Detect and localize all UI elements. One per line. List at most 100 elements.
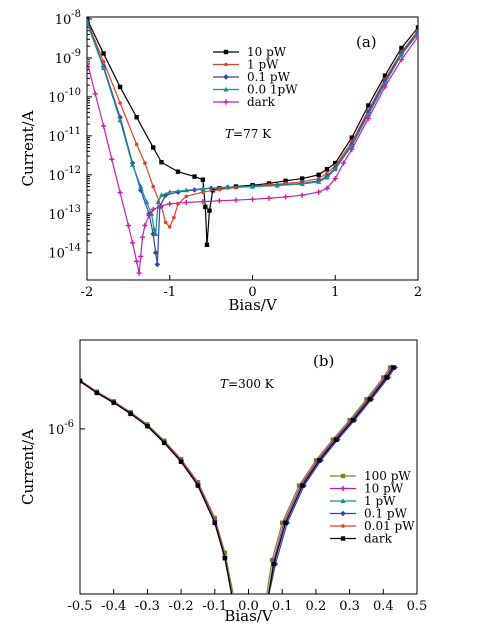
data-point: [231, 600, 236, 605]
data-point: [264, 600, 269, 605]
legend-marker: [223, 86, 229, 92]
data-point: [183, 187, 189, 193]
data-point: [143, 199, 150, 205]
y-tick-base: 10: [55, 13, 72, 28]
data-point: [151, 184, 155, 189]
legend-label: 1 pW: [247, 58, 279, 72]
data-point: [184, 194, 189, 199]
y-tick-base: 10: [48, 208, 65, 223]
data-point: [207, 208, 212, 213]
data-point: [324, 185, 330, 191]
temperature-annotation: T=77 K: [225, 127, 272, 141]
data-point: [117, 189, 123, 196]
data-point: [231, 600, 237, 606]
data-point: [154, 261, 161, 268]
data-point: [94, 390, 100, 396]
x-tick-label: -1: [163, 285, 176, 300]
legend-marker: [223, 49, 229, 55]
data-point: [92, 91, 98, 97]
temperature-symbol: T: [220, 377, 229, 391]
data-point: [158, 192, 165, 198]
data-point: [350, 417, 356, 423]
data-point: [340, 160, 347, 166]
legend-marker: [340, 498, 346, 503]
data-point: [167, 225, 172, 229]
legend-label: 0.01 pW: [364, 519, 415, 533]
x-tick-label: -0.3: [135, 599, 160, 614]
data-point: [152, 249, 159, 256]
data-point: [398, 57, 405, 63]
data-point: [316, 179, 322, 184]
y-tick-label: 10-6: [48, 419, 74, 438]
y-axis-label: Current/A: [19, 110, 37, 186]
series-0-1-pw: [80, 364, 398, 606]
data-point: [117, 117, 123, 123]
data-point: [365, 115, 371, 122]
legend-marker: [223, 99, 229, 105]
data-point: [192, 174, 197, 179]
data-point: [265, 601, 269, 605]
data-point: [283, 520, 288, 526]
data-point: [150, 206, 156, 212]
data-point: [266, 195, 272, 201]
data-point: [264, 600, 270, 606]
x-tick-label: 0.2: [306, 599, 327, 614]
data-point: [231, 601, 236, 606]
data-point: [146, 212, 152, 219]
data-point: [300, 483, 305, 488]
y-tick-label: 10-12: [48, 165, 81, 184]
data-point: [203, 204, 208, 210]
series-dark: [80, 365, 396, 605]
data-point: [325, 171, 329, 175]
y-tick-base: 10: [55, 52, 72, 67]
data-point: [349, 135, 354, 140]
data-point: [162, 440, 167, 445]
y-tick-exponent: -12: [65, 165, 81, 176]
y-tick-label: 10-8: [55, 9, 81, 28]
series-line: [80, 367, 394, 594]
data-point: [271, 561, 276, 567]
data-point: [151, 145, 156, 150]
data-point: [143, 161, 147, 165]
data-point: [175, 189, 181, 195]
data-point: [167, 189, 173, 195]
data-point: [233, 197, 239, 203]
data-point: [222, 555, 228, 561]
y-tick-exponent: -11: [65, 126, 81, 137]
y-tick-exponent: -8: [71, 9, 81, 20]
data-point: [200, 177, 206, 182]
legend-marker: [341, 524, 345, 528]
data-point: [212, 520, 217, 526]
data-point: [80, 379, 83, 384]
series-line: [80, 367, 391, 594]
data-point: [299, 192, 305, 198]
data-point: [145, 423, 150, 429]
series-0-0-1pw: [87, 19, 418, 237]
x-tick-label: 0.4: [373, 599, 394, 614]
series-line: [87, 22, 418, 235]
legend-label: 100 pW: [364, 469, 411, 483]
x-tick-label: -0.4: [101, 599, 126, 614]
y-tick-base: 10: [48, 91, 65, 106]
data-point: [87, 17, 90, 22]
data-point: [415, 34, 418, 40]
temperature-value: =300 K: [228, 377, 275, 391]
data-point: [222, 550, 228, 555]
y-tick-base: 10: [48, 247, 65, 262]
data-point: [128, 411, 133, 416]
data-point: [134, 258, 140, 264]
data-point: [139, 234, 146, 240]
series-line: [80, 367, 394, 594]
legend-marker: [223, 74, 229, 80]
data-point: [317, 458, 322, 463]
data-point: [125, 222, 131, 229]
series-0-01-pw: [80, 365, 396, 594]
series-line: [80, 367, 393, 594]
legend-label: 0.1 pW: [247, 70, 291, 84]
legend-label: 0.1 pW: [364, 507, 408, 521]
y-tick-exponent: -14: [65, 243, 81, 254]
panel-letter: (a): [356, 33, 377, 51]
data-point: [151, 226, 157, 232]
data-point: [204, 242, 210, 247]
